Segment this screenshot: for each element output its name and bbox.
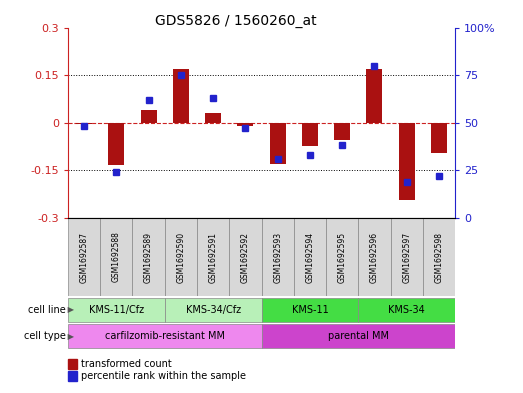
Text: ▶: ▶ bbox=[65, 305, 74, 314]
Bar bbox=[358, 218, 391, 296]
Bar bbox=[334, 123, 350, 140]
Text: GSM1692588: GSM1692588 bbox=[112, 231, 121, 283]
Text: GSM1692590: GSM1692590 bbox=[176, 231, 185, 283]
Bar bbox=[326, 218, 358, 296]
Bar bbox=[68, 324, 262, 349]
Bar bbox=[100, 218, 132, 296]
Text: carfilzomib-resistant MM: carfilzomib-resistant MM bbox=[105, 331, 225, 342]
Text: GSM1692596: GSM1692596 bbox=[370, 231, 379, 283]
Bar bbox=[68, 218, 100, 296]
Text: GSM1692591: GSM1692591 bbox=[209, 231, 218, 283]
Text: KMS-34/Cfz: KMS-34/Cfz bbox=[186, 305, 241, 315]
Bar bbox=[237, 123, 254, 126]
Bar bbox=[108, 123, 124, 165]
Bar bbox=[197, 218, 229, 296]
Text: GSM1692589: GSM1692589 bbox=[144, 231, 153, 283]
Text: transformed count: transformed count bbox=[81, 359, 172, 369]
Bar bbox=[391, 218, 423, 296]
Text: KMS-34: KMS-34 bbox=[388, 305, 425, 315]
Bar bbox=[173, 69, 189, 123]
Bar bbox=[262, 298, 358, 322]
Text: GSM1692592: GSM1692592 bbox=[241, 231, 250, 283]
Bar bbox=[262, 218, 294, 296]
Bar bbox=[423, 218, 455, 296]
Text: GSM1692587: GSM1692587 bbox=[79, 231, 88, 283]
Bar bbox=[262, 324, 455, 349]
Bar bbox=[302, 123, 318, 147]
Bar bbox=[165, 218, 197, 296]
Bar bbox=[141, 110, 157, 123]
Text: KMS-11/Cfz: KMS-11/Cfz bbox=[89, 305, 144, 315]
Text: GSM1692595: GSM1692595 bbox=[338, 231, 347, 283]
Text: GSM1692597: GSM1692597 bbox=[402, 231, 411, 283]
Bar bbox=[358, 298, 455, 322]
Bar bbox=[399, 123, 415, 200]
Bar bbox=[68, 298, 165, 322]
Text: GSM1692593: GSM1692593 bbox=[273, 231, 282, 283]
Bar bbox=[294, 218, 326, 296]
Bar bbox=[366, 69, 382, 123]
Bar bbox=[165, 298, 262, 322]
Bar bbox=[76, 123, 92, 124]
Text: parental MM: parental MM bbox=[328, 331, 389, 342]
Text: GDS5826 / 1560260_at: GDS5826 / 1560260_at bbox=[154, 13, 316, 28]
Bar bbox=[229, 218, 262, 296]
Text: cell type: cell type bbox=[24, 331, 65, 342]
Text: GSM1692594: GSM1692594 bbox=[305, 231, 314, 283]
Bar bbox=[132, 218, 165, 296]
Bar bbox=[205, 113, 221, 123]
Text: cell line: cell line bbox=[28, 305, 65, 315]
Bar bbox=[431, 123, 447, 153]
Text: percentile rank within the sample: percentile rank within the sample bbox=[81, 371, 246, 382]
Text: ▶: ▶ bbox=[65, 332, 74, 341]
Bar bbox=[269, 123, 286, 164]
Text: GSM1692598: GSM1692598 bbox=[435, 231, 444, 283]
Text: KMS-11: KMS-11 bbox=[291, 305, 328, 315]
